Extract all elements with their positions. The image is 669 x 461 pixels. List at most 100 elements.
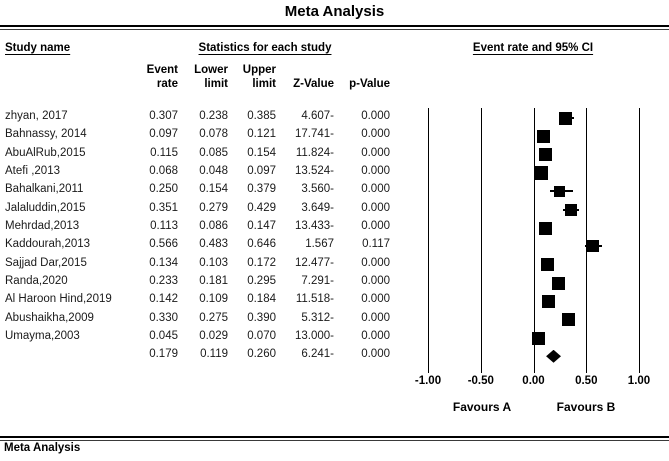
stat-cell-event-rate: 0.097 — [149, 128, 178, 141]
stat-cell-z-value: 11.518- — [295, 293, 334, 306]
top-rule-thick — [0, 25, 669, 27]
study-name-label: Sajjad Dar,2015 — [5, 256, 87, 269]
stat-column-header-upper-limit: Upper limit — [242, 64, 276, 90]
stat-column-header-lower-limit: Lower limit — [194, 64, 228, 90]
stat-cell-p-value: 0.000 — [361, 274, 390, 287]
stat-cell-upper-limit: 0.429 — [247, 201, 276, 214]
stat-column-header-event-rate: Event rate — [146, 64, 178, 90]
effect-size-square — [561, 313, 575, 327]
effect-size-square — [587, 240, 600, 253]
stat-cell-upper-limit: 0.260 — [247, 348, 276, 361]
stat-cell-z-value: 12.477- — [294, 256, 334, 269]
stat-cell-event-rate: 0.250 — [149, 183, 178, 196]
axis-tick-label: 0.00 — [522, 375, 545, 387]
effect-size-square — [538, 221, 552, 235]
stat-cell-lower-limit: 0.109 — [199, 293, 228, 306]
stat-cell-upper-limit: 0.379 — [247, 183, 276, 196]
stat-cell-p-value: 0.000 — [361, 110, 390, 122]
stat-cell-upper-limit: 0.295 — [247, 274, 276, 287]
favours-a-label: Favours A — [452, 400, 512, 414]
effect-size-square — [551, 276, 565, 290]
stat-cell-p-value: 0.000 — [361, 164, 390, 177]
stat-cell-lower-limit: 0.275 — [199, 311, 228, 324]
stat-cell-p-value: 0.000 — [361, 183, 390, 196]
effect-size-square — [564, 203, 577, 216]
stat-cell-p-value: 0.000 — [361, 128, 390, 141]
stat-cell-lower-limit: 0.181 — [199, 274, 228, 287]
axis-tick-label: 1.00 — [627, 375, 651, 387]
stat-cell-z-value: 1.567 — [305, 238, 334, 251]
stat-cell-z-value: 7.291- — [301, 274, 334, 287]
study-name-label: Randa,2020 — [5, 274, 68, 287]
stat-cell-z-value: 5.312- — [301, 311, 334, 324]
study-name-label: Bahnassy, 2014 — [5, 128, 87, 141]
stat-cell-event-rate: 0.330 — [149, 311, 178, 324]
effect-size-square — [539, 148, 553, 162]
stat-cell-event-rate: 0.179 — [149, 348, 178, 361]
column-header-statistics: Statistics for each study — [198, 42, 332, 54]
stat-cell-p-value: 0.000 — [361, 256, 390, 269]
stat-cell-lower-limit: 0.103 — [199, 256, 228, 269]
stat-cell-upper-limit: 0.646 — [247, 238, 276, 251]
stat-cell-event-rate: 0.045 — [149, 329, 178, 342]
plot-gridline — [533, 108, 535, 373]
effect-size-square — [542, 294, 555, 308]
effect-size-square — [537, 129, 551, 143]
axis-tick-label: 0.50 — [575, 375, 598, 387]
stat-cell-event-rate: 0.134 — [149, 256, 178, 269]
axis-tick-label: -1.00 — [414, 375, 442, 387]
plot-gridline — [586, 108, 588, 373]
effect-size-square — [531, 331, 545, 345]
study-name-label: Bahalkani,2011 — [5, 183, 84, 196]
footer-title: Meta Analysis — [4, 442, 81, 454]
stat-column-header-z-value: Z-Value — [293, 78, 334, 90]
bottom-rule-thick — [0, 436, 669, 438]
stat-cell-upper-limit: 0.184 — [247, 293, 276, 306]
stat-cell-z-value: 4.607- — [301, 110, 334, 122]
stat-cell-lower-limit: 0.048 — [199, 164, 228, 177]
stat-cell-p-value: 0.000 — [361, 329, 390, 342]
stat-cell-lower-limit: 0.279 — [199, 201, 228, 214]
study-name-label: Atefi ,2013 — [5, 164, 60, 177]
plot-gridline — [639, 108, 640, 373]
plot-gridline — [428, 108, 429, 373]
stat-cell-upper-limit: 0.147 — [247, 219, 276, 232]
stat-cell-p-value: 0.000 — [361, 219, 390, 232]
stat-cell-lower-limit: 0.238 — [199, 110, 228, 122]
stat-cell-lower-limit: 0.078 — [199, 128, 228, 141]
study-name-label: zhyan, 2017 — [5, 110, 68, 122]
stat-cell-event-rate: 0.233 — [149, 274, 178, 287]
study-name-label: Mehrdad,2013 — [5, 219, 80, 232]
stat-cell-event-rate: 0.307 — [149, 110, 178, 122]
stat-cell-p-value: 0.000 — [361, 146, 390, 159]
stat-cell-event-rate: 0.566 — [149, 238, 178, 251]
stat-cell-event-rate: 0.351 — [149, 201, 178, 214]
column-header-study-name: Study name — [5, 42, 71, 54]
bottom-rule-thin — [0, 440, 669, 441]
stat-cell-p-value: 0.000 — [361, 311, 390, 324]
stat-cell-lower-limit: 0.154 — [199, 183, 228, 196]
top-rule-thin — [0, 29, 669, 30]
stat-cell-upper-limit: 0.172 — [247, 256, 276, 269]
effect-size-square — [533, 166, 548, 180]
stat-cell-upper-limit: 0.097 — [247, 164, 276, 177]
stat-column-header-p-value: p-Value — [349, 78, 390, 90]
axis-tick-label: -0.50 — [467, 375, 494, 387]
study-name-label: Abushaikha,2009 — [5, 311, 94, 324]
plot-gridline — [480, 108, 482, 373]
stat-cell-lower-limit: 0.029 — [199, 329, 228, 342]
stat-cell-z-value: 6.241- — [301, 348, 334, 361]
stat-cell-lower-limit: 0.085 — [199, 146, 228, 159]
summary-diamond — [546, 349, 561, 363]
stat-cell-lower-limit: 0.483 — [199, 238, 228, 251]
stat-cell-upper-limit: 0.070 — [247, 329, 276, 342]
stat-cell-z-value: 13.524- — [294, 164, 334, 177]
stat-cell-z-value: 11.824- — [295, 146, 334, 159]
stat-cell-z-value: 3.649- — [301, 201, 334, 214]
stat-cell-p-value: 0.117 — [362, 238, 390, 251]
page-title: Meta Analysis — [284, 3, 385, 20]
study-name-label: Al Haroon Hind,2019 — [5, 293, 112, 306]
stat-cell-z-value: 17.741- — [294, 128, 334, 141]
stat-cell-z-value: 13.000- — [294, 329, 334, 342]
stat-cell-p-value: 0.000 — [361, 348, 390, 361]
